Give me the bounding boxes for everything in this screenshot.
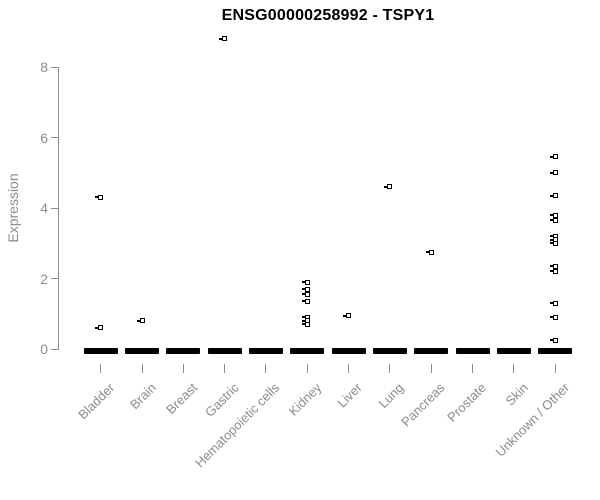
data-point bbox=[549, 170, 558, 176]
data-point bbox=[549, 300, 558, 306]
data-point bbox=[549, 268, 558, 274]
x-tick-label: Breast bbox=[162, 380, 200, 418]
x-axis-tick bbox=[472, 364, 474, 373]
data-point bbox=[301, 279, 310, 285]
zero-bar bbox=[331, 348, 366, 354]
x-tick-label: Prostate bbox=[444, 380, 490, 425]
data-point bbox=[301, 291, 310, 297]
y-axis-tick bbox=[51, 66, 58, 68]
zero-bar bbox=[207, 348, 242, 354]
x-axis-tick bbox=[389, 364, 391, 373]
x-axis-tick bbox=[182, 364, 184, 373]
x-tick-label: Bladder bbox=[75, 380, 118, 423]
data-point bbox=[549, 154, 558, 160]
x-axis-tick bbox=[141, 364, 143, 373]
y-axis-tick bbox=[51, 137, 58, 138]
zero-bar bbox=[414, 348, 449, 354]
zero-bar bbox=[125, 348, 160, 354]
x-axis-tick bbox=[224, 364, 226, 373]
x-axis-tick bbox=[348, 364, 350, 373]
x-tick-label: Unknown / Other bbox=[492, 380, 572, 460]
data-point bbox=[95, 325, 104, 331]
x-tick-label: Gastric bbox=[201, 380, 242, 420]
data-point bbox=[301, 286, 310, 292]
data-point bbox=[343, 313, 352, 318]
zero-bar bbox=[290, 348, 325, 354]
data-point bbox=[136, 318, 145, 324]
data-point bbox=[549, 314, 558, 320]
zero-bar bbox=[372, 348, 407, 354]
x-tick-label: Skin bbox=[502, 380, 531, 409]
y-axis-line bbox=[58, 67, 59, 350]
data-point bbox=[95, 194, 104, 200]
data-point bbox=[549, 193, 558, 199]
y-tick-label: 0 bbox=[40, 341, 48, 357]
y-tick-label: 4 bbox=[40, 200, 48, 216]
y-tick-label: 6 bbox=[40, 129, 48, 146]
x-tick-label: Kidney bbox=[285, 380, 324, 419]
x-axis-tick bbox=[306, 364, 308, 373]
x-tick-label: Pancreas bbox=[398, 380, 448, 430]
x-tick-label: Lung bbox=[375, 380, 407, 412]
data-point bbox=[549, 212, 558, 218]
x-axis-tick bbox=[100, 364, 102, 373]
y-axis-tick bbox=[51, 348, 58, 350]
zero-bar bbox=[455, 348, 490, 354]
data-point bbox=[425, 249, 434, 255]
data-point bbox=[549, 337, 558, 343]
x-tick-label: Liver bbox=[334, 380, 366, 411]
data-point bbox=[384, 184, 393, 190]
x-tick-label: Brain bbox=[126, 380, 159, 413]
zero-bar bbox=[248, 348, 283, 354]
data-point bbox=[301, 298, 310, 304]
chart-title: ENSG00000258992 - TSPY1 bbox=[221, 7, 435, 24]
data-point bbox=[549, 240, 558, 246]
zero-bar bbox=[166, 348, 201, 354]
zero-bar bbox=[83, 348, 118, 354]
data-point bbox=[301, 321, 310, 327]
data-point bbox=[549, 263, 558, 269]
data-point bbox=[219, 36, 228, 42]
y-axis-tick bbox=[51, 278, 58, 279]
y-tick-label: 8 bbox=[40, 59, 48, 75]
x-axis-tick bbox=[513, 364, 515, 373]
x-axis-tick bbox=[430, 364, 432, 373]
data-point bbox=[549, 217, 558, 223]
x-axis-tick bbox=[554, 364, 556, 373]
y-tick-label: 2 bbox=[40, 270, 48, 287]
x-axis-tick bbox=[265, 364, 267, 373]
zero-bar bbox=[538, 348, 573, 354]
zero-bar bbox=[496, 348, 531, 354]
y-axis-tick bbox=[51, 207, 58, 209]
